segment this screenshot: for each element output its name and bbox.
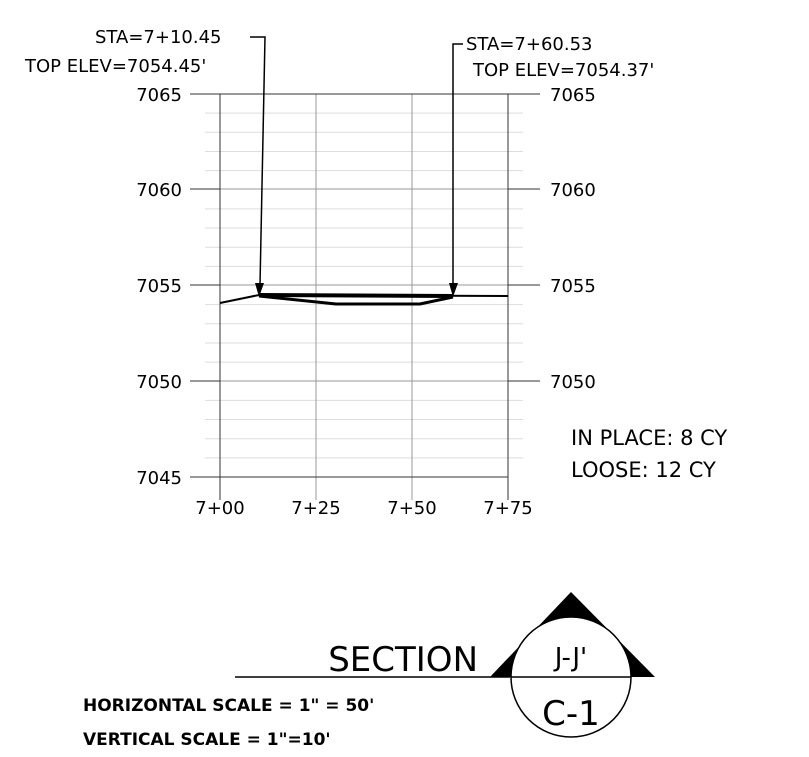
arrow <box>255 283 264 297</box>
elev-label: 7060 <box>136 180 182 201</box>
scale-note: VERTICAL SCALE = 1"=10' <box>83 730 331 750</box>
annotation: TOP ELEV=7054.45' <box>24 56 206 77</box>
station-label: 7+50 <box>387 498 436 519</box>
elev-label: 7050 <box>136 372 182 393</box>
frame <box>190 93 540 500</box>
sheet-id: C-1 <box>542 694 600 734</box>
major-grid <box>220 94 508 500</box>
quantity: LOOSE: 12 CY <box>571 458 716 482</box>
elev-label: 7060 <box>550 180 596 201</box>
elev-label: 7050 <box>550 372 596 393</box>
annotation: TOP ELEV=7054.37' <box>472 60 654 81</box>
station-label: 7+00 <box>195 498 244 519</box>
quantity: IN PLACE: 8 CY <box>571 426 727 450</box>
elev-label: 7065 <box>136 85 182 106</box>
elev-label: 7045 <box>136 468 182 489</box>
elev-label: 7055 <box>550 276 596 297</box>
station-label: 7+25 <box>291 498 340 519</box>
scale-note: HORIZONTAL SCALE = 1" = 50' <box>83 696 374 716</box>
section-title: SECTION <box>328 640 478 680</box>
elev-label: 7055 <box>136 276 182 297</box>
station-label: 7+75 <box>483 498 532 519</box>
profile <box>219 36 509 306</box>
annotation: STA=7+60.53 <box>466 34 592 55</box>
section-id: J-J' <box>553 643 587 673</box>
minor-grid <box>205 112 523 459</box>
arrow <box>449 283 458 297</box>
annotation: STA=7+10.45 <box>95 27 221 48</box>
elev-label: 7065 <box>550 85 596 106</box>
